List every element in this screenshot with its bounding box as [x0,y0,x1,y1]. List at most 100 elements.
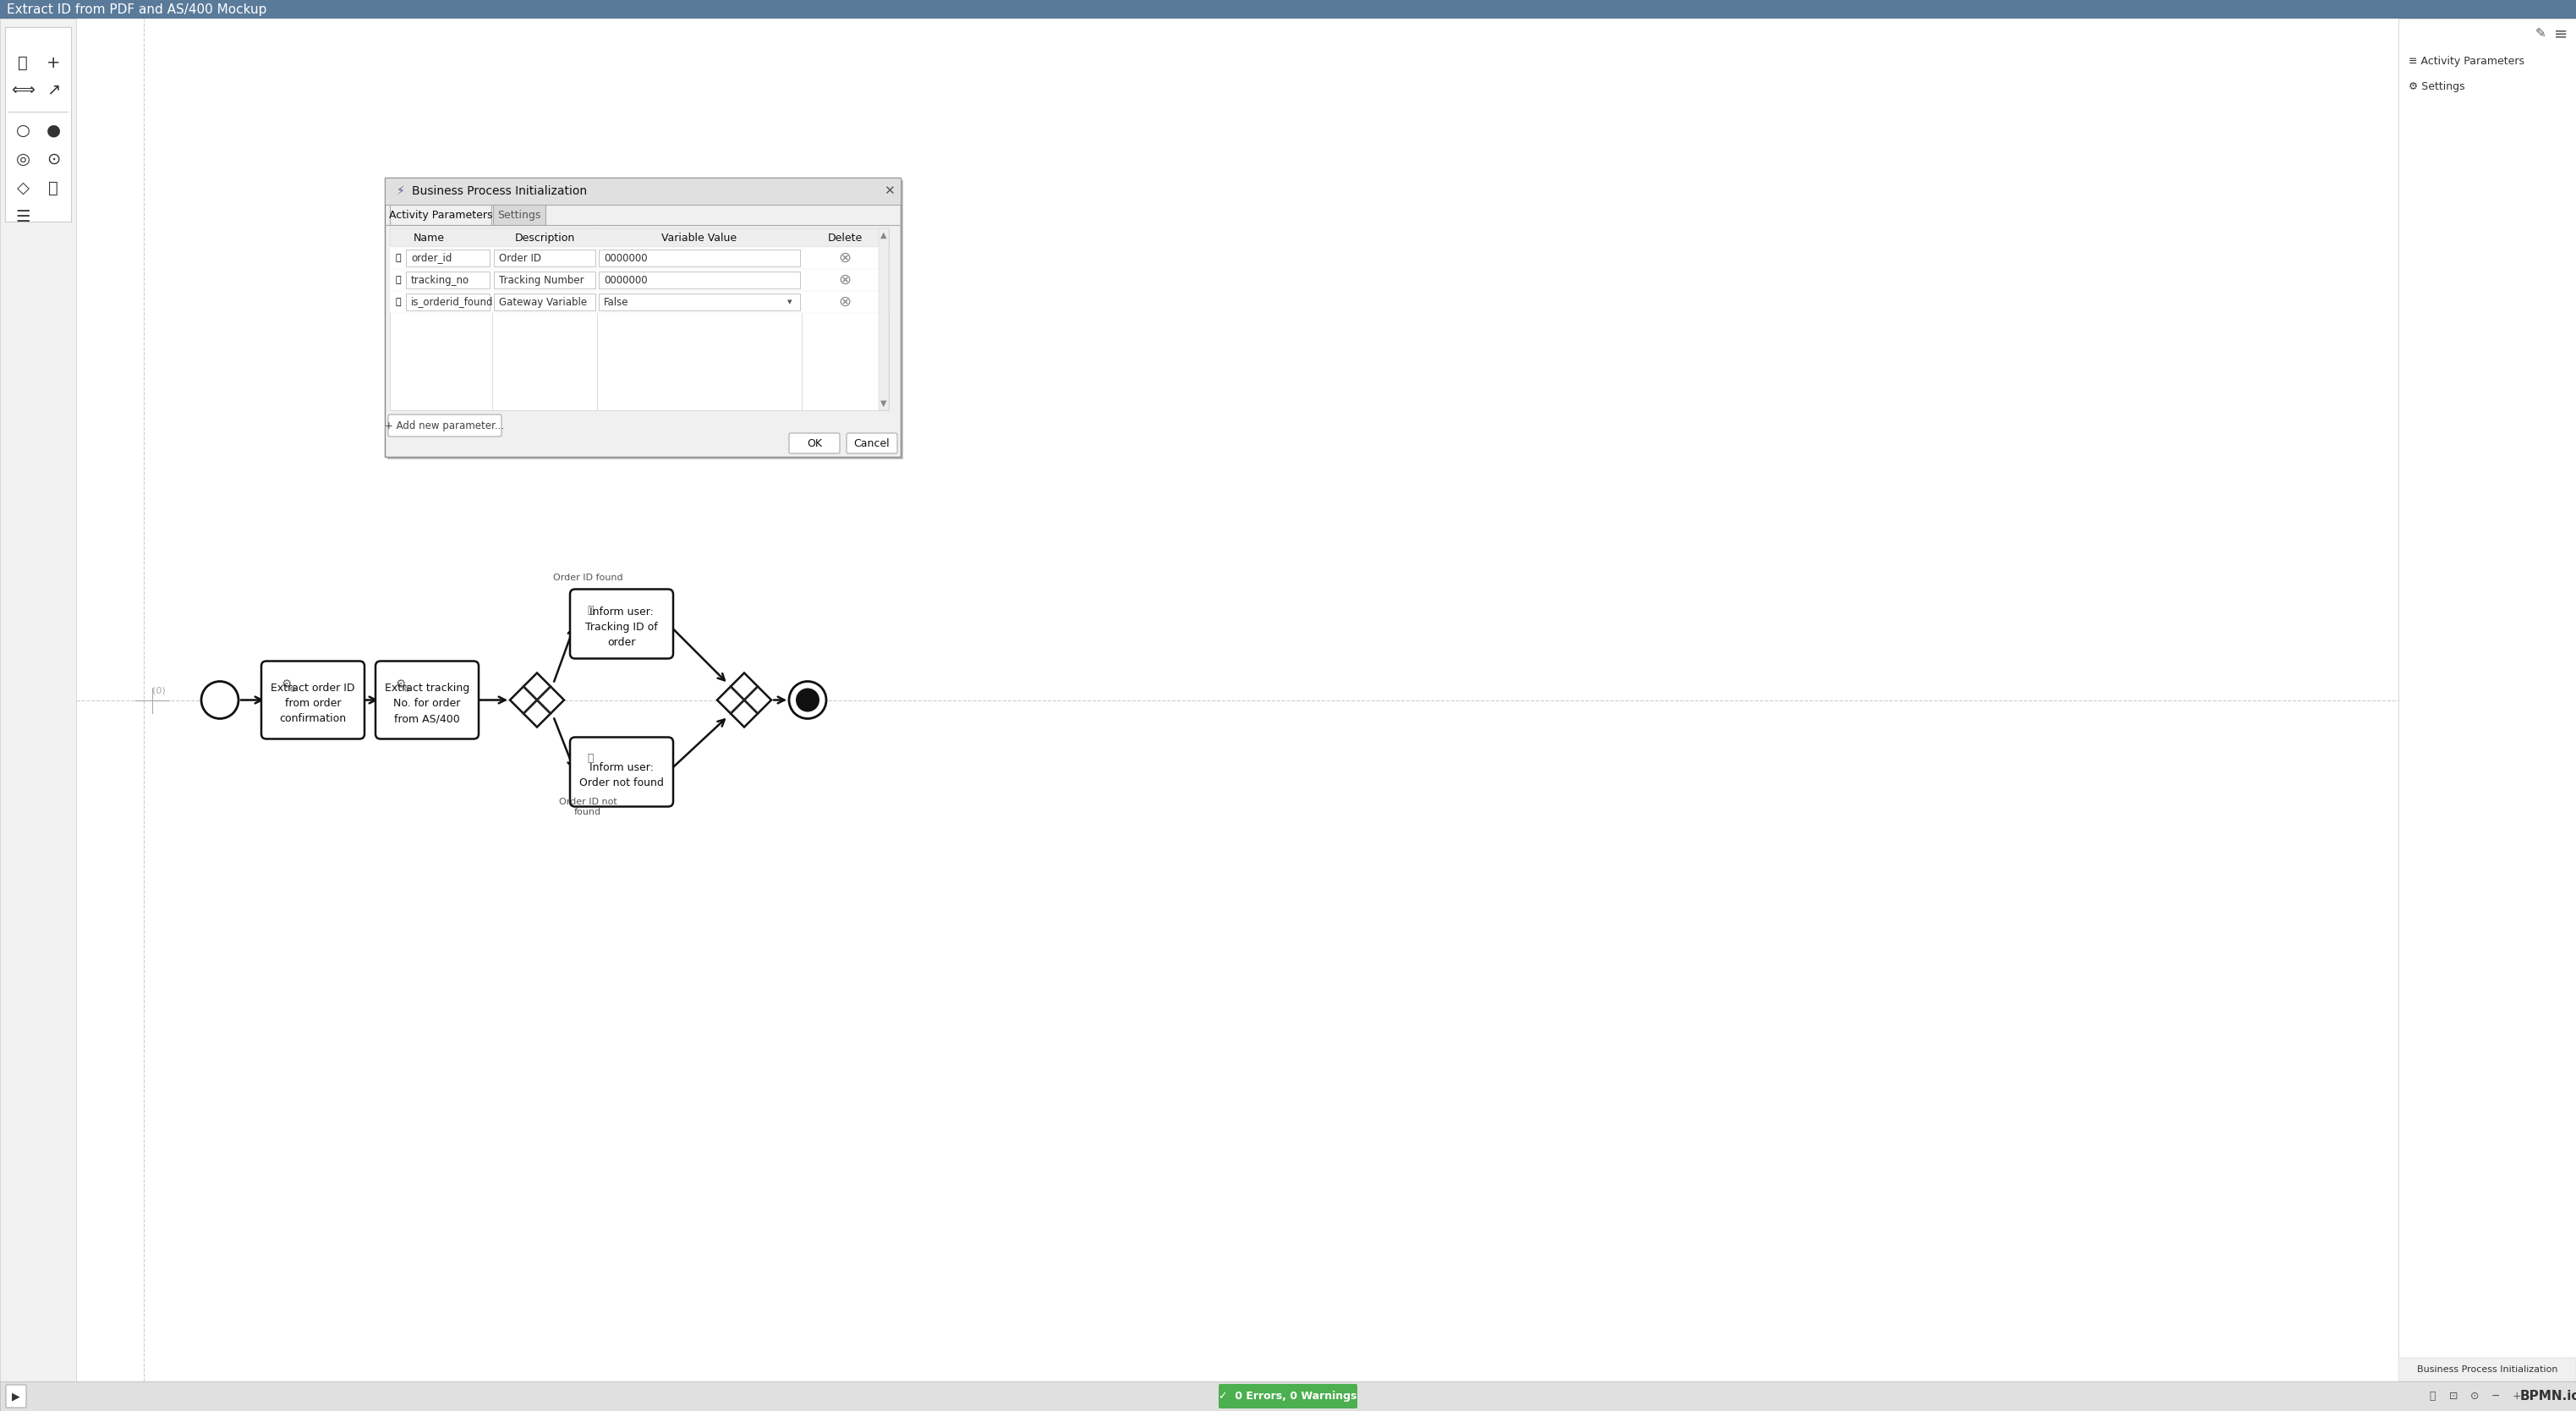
Text: False: False [603,296,629,308]
Text: Order ID not
found: Order ID not found [559,797,616,816]
Text: +: + [46,55,59,71]
Text: 📄: 📄 [397,298,402,306]
Text: 👤: 👤 [587,752,592,763]
Text: ⊡: ⊡ [2450,1391,2458,1401]
Text: Description: Description [515,233,574,243]
FancyBboxPatch shape [0,0,2576,18]
Text: 📄: 📄 [397,275,402,284]
Text: ⊙: ⊙ [2470,1391,2478,1401]
Text: ⚙: ⚙ [397,679,407,690]
FancyBboxPatch shape [407,250,489,267]
Circle shape [201,682,240,718]
Text: ≡ Activity Parameters: ≡ Activity Parameters [2409,55,2524,66]
Text: ⊗: ⊗ [840,295,853,309]
FancyBboxPatch shape [495,250,595,267]
Text: ✎: ✎ [2535,27,2545,40]
FancyBboxPatch shape [598,293,799,310]
Text: Delete: Delete [827,233,863,243]
Text: Cancel: Cancel [853,437,889,449]
FancyBboxPatch shape [389,247,889,270]
FancyBboxPatch shape [0,1381,2576,1411]
Text: ⊙: ⊙ [46,151,59,166]
Text: + Add new parameter...: + Add new parameter... [386,420,505,430]
FancyBboxPatch shape [788,433,840,453]
FancyBboxPatch shape [386,181,904,460]
Text: ⚡: ⚡ [397,185,404,198]
FancyBboxPatch shape [407,293,489,310]
Text: ⊗: ⊗ [840,250,853,265]
Text: ▼: ▼ [881,399,886,408]
FancyBboxPatch shape [495,293,595,310]
FancyBboxPatch shape [569,590,672,659]
Text: 📄: 📄 [397,254,402,262]
Text: ⊗: ⊗ [840,272,853,288]
Text: ⚙: ⚙ [402,684,410,693]
Text: is_orderid_found: is_orderid_found [412,296,495,308]
Text: ≡: ≡ [2553,25,2568,42]
FancyBboxPatch shape [1218,1384,1358,1408]
Text: ▶: ▶ [13,1391,21,1401]
FancyBboxPatch shape [2398,1357,2576,1381]
Text: Extract tracking
No. for order
from AS/400: Extract tracking No. for order from AS/4… [384,683,469,724]
Text: Business Process Initialization: Business Process Initialization [2416,1366,2558,1374]
Text: Extract order ID
from order
confirmation: Extract order ID from order confirmation [270,683,355,724]
Text: Activity Parameters: Activity Parameters [389,209,492,220]
Text: ☰: ☰ [15,209,31,224]
Text: ◇: ◇ [15,179,28,196]
FancyBboxPatch shape [598,250,799,267]
FancyBboxPatch shape [389,205,492,224]
Text: ○: ○ [15,123,31,138]
Text: ⚙: ⚙ [281,679,291,690]
Circle shape [788,682,827,718]
Text: Order ID: Order ID [500,253,541,264]
Text: (0): (0) [152,687,165,696]
FancyBboxPatch shape [260,662,363,739]
FancyBboxPatch shape [407,271,489,289]
FancyBboxPatch shape [376,662,479,739]
FancyBboxPatch shape [2398,18,2576,1381]
Text: 🔍: 🔍 [2429,1391,2434,1401]
FancyBboxPatch shape [389,291,889,313]
FancyBboxPatch shape [569,737,672,807]
FancyBboxPatch shape [389,270,889,291]
Text: ▲: ▲ [881,231,886,240]
FancyBboxPatch shape [77,18,2398,1381]
FancyBboxPatch shape [598,271,799,289]
Text: ▾: ▾ [788,298,793,306]
Text: ●: ● [46,123,59,138]
FancyBboxPatch shape [389,415,502,436]
Text: tracking_no: tracking_no [412,275,469,285]
Text: +: + [2512,1391,2522,1401]
Text: ✓  0 Errors, 0 Warnings: ✓ 0 Errors, 0 Warnings [1218,1391,1358,1401]
Text: Name: Name [415,233,446,243]
FancyBboxPatch shape [878,229,889,411]
Text: Order ID found: Order ID found [554,573,623,581]
FancyBboxPatch shape [495,271,595,289]
Text: OK: OK [806,437,822,449]
Text: 0000000: 0000000 [603,275,647,285]
Text: 👤: 👤 [49,179,59,196]
FancyBboxPatch shape [492,205,546,224]
FancyBboxPatch shape [5,1384,26,1408]
Text: ↗: ↗ [46,82,59,97]
Circle shape [796,689,819,711]
Text: ⟺: ⟺ [10,82,33,97]
FancyBboxPatch shape [389,229,889,247]
Text: Business Process Initialization: Business Process Initialization [412,185,587,198]
FancyBboxPatch shape [384,178,902,205]
Polygon shape [716,673,770,727]
Text: Extract ID from PDF and AS/400 Mockup: Extract ID from PDF and AS/400 Mockup [8,3,268,16]
Text: Gateway Variable: Gateway Variable [500,296,587,308]
FancyBboxPatch shape [389,229,889,411]
Text: Tracking Number: Tracking Number [500,275,585,285]
FancyBboxPatch shape [0,18,77,1381]
Text: Inform user:
Order not found: Inform user: Order not found [580,762,665,789]
FancyBboxPatch shape [384,178,902,457]
Text: −: − [2491,1391,2501,1401]
Text: order_id: order_id [412,253,451,264]
Polygon shape [510,673,564,727]
Text: Inform user:
Tracking ID of
order: Inform user: Tracking ID of order [585,607,657,648]
Text: Settings: Settings [497,209,541,220]
Text: ⚙ Settings: ⚙ Settings [2409,80,2465,92]
Text: ◎: ◎ [15,151,31,166]
